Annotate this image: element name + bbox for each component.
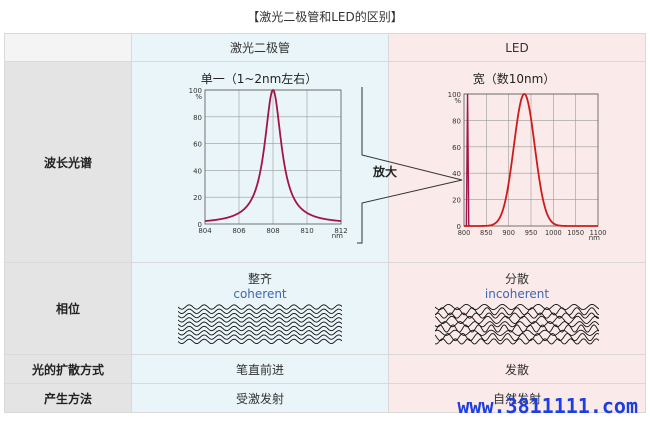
y-tick-label: 100 xyxy=(189,87,202,95)
x-tick-label: 850 xyxy=(480,229,493,237)
x-unit-label: nm xyxy=(332,232,343,240)
y-tick-label: 0 xyxy=(457,223,461,231)
watermark: www.3811111.com xyxy=(457,394,638,418)
x-tick-label: 800 xyxy=(458,229,471,237)
x-tick-label: 950 xyxy=(525,229,538,237)
x-tick-label: 806 xyxy=(232,227,246,235)
y-unit-label: % xyxy=(454,97,461,105)
led-spectrum-cell xyxy=(388,61,646,263)
y-tick-label: 80 xyxy=(452,117,461,125)
zoom-label: 放大 xyxy=(372,164,397,179)
wave-line xyxy=(178,308,342,314)
wave-line xyxy=(435,321,599,328)
x-tick-label: 1050 xyxy=(567,229,584,237)
y-tick-label: 20 xyxy=(193,194,202,202)
coherent-waves-illustration xyxy=(178,304,342,345)
x-unit-label: nm xyxy=(589,234,600,242)
led-spectrum-chart: 0 20 40 60 80 100 800 850 900 950 1000 1050 1100% nm xyxy=(448,91,607,242)
led-spectrum-caption: 宽（数10nm） xyxy=(473,71,556,86)
x-tick-label: 804 xyxy=(198,227,212,235)
wave-line xyxy=(178,321,342,327)
wave-line xyxy=(435,333,599,342)
y-tick-label: 80 xyxy=(193,114,202,122)
spectrum-curve xyxy=(204,88,342,222)
zoom-callout: 放大 xyxy=(357,87,463,244)
zoom-callout-line xyxy=(357,87,463,244)
y-tick-label: 0 xyxy=(198,221,202,229)
x-tick-label: 808 xyxy=(266,227,279,235)
row-label-method: 产生方法 xyxy=(4,383,132,413)
wave-line xyxy=(435,324,599,333)
y-tick-label: 40 xyxy=(193,167,202,175)
x-tick-label: 900 xyxy=(502,229,515,237)
x-tick-label: 810 xyxy=(300,227,313,235)
laser-phase-sub: coherent xyxy=(233,287,287,301)
laser-spectrum-caption: 单一（1~2nm左右） xyxy=(201,71,318,86)
plot-frame xyxy=(463,93,599,227)
x-tick-label: 812 xyxy=(334,227,347,235)
led-phase-sub: incoherent xyxy=(484,287,550,301)
x-tick-label: 1100 xyxy=(590,229,607,237)
wave-line xyxy=(178,312,342,319)
wave-line xyxy=(178,334,342,340)
wave-line xyxy=(435,329,599,336)
wave-line xyxy=(435,312,599,319)
wave-line xyxy=(178,338,342,345)
incoherent-waves-illustration xyxy=(435,303,599,345)
laser-spectrum-chart: 0 20 40 60 80 100 804 806 808 810 812% nm xyxy=(189,87,348,240)
laser-spread: 笔直前进 xyxy=(131,354,389,384)
led-phase-label: 分散 xyxy=(504,272,529,286)
laser-phase-label: 整齐 xyxy=(247,272,272,286)
y-tick-label: 20 xyxy=(452,197,461,205)
page-title: 【激光二极管和LED的区别】 xyxy=(247,10,403,24)
led-phase-cell: 分散 incoherent xyxy=(388,262,646,355)
y-unit-label: % xyxy=(195,93,202,101)
y-tick-label: 40 xyxy=(452,170,461,178)
wave-line xyxy=(435,303,599,311)
wave-line xyxy=(178,304,342,310)
wave-line xyxy=(178,317,342,323)
x-tick-label: 1000 xyxy=(545,229,562,237)
wave-line xyxy=(178,330,342,336)
laser-method: 受激发射 xyxy=(131,383,389,413)
led-spread: 发散 xyxy=(388,354,646,384)
laser-spectrum-cell xyxy=(131,61,389,263)
row-label-phase: 相位 xyxy=(4,262,132,355)
wave-line xyxy=(178,325,342,332)
row-label-spectrum: 波长光谱 xyxy=(4,61,132,263)
laser-phase-cell: 整齐 coherent xyxy=(131,262,389,355)
y-tick-label: 100 xyxy=(448,91,461,99)
wave-line xyxy=(435,338,599,345)
led-method: 自然发射 xyxy=(388,383,646,413)
y-tick-label: 60 xyxy=(452,144,461,152)
laser-line-spike xyxy=(465,93,470,227)
comparison-table: 激光二极管 LED 波长光谱 相位 整齐 coherent 分散 incoher… xyxy=(4,33,646,413)
spectrum-curve xyxy=(464,93,598,227)
y-tick-label: 60 xyxy=(193,141,202,149)
